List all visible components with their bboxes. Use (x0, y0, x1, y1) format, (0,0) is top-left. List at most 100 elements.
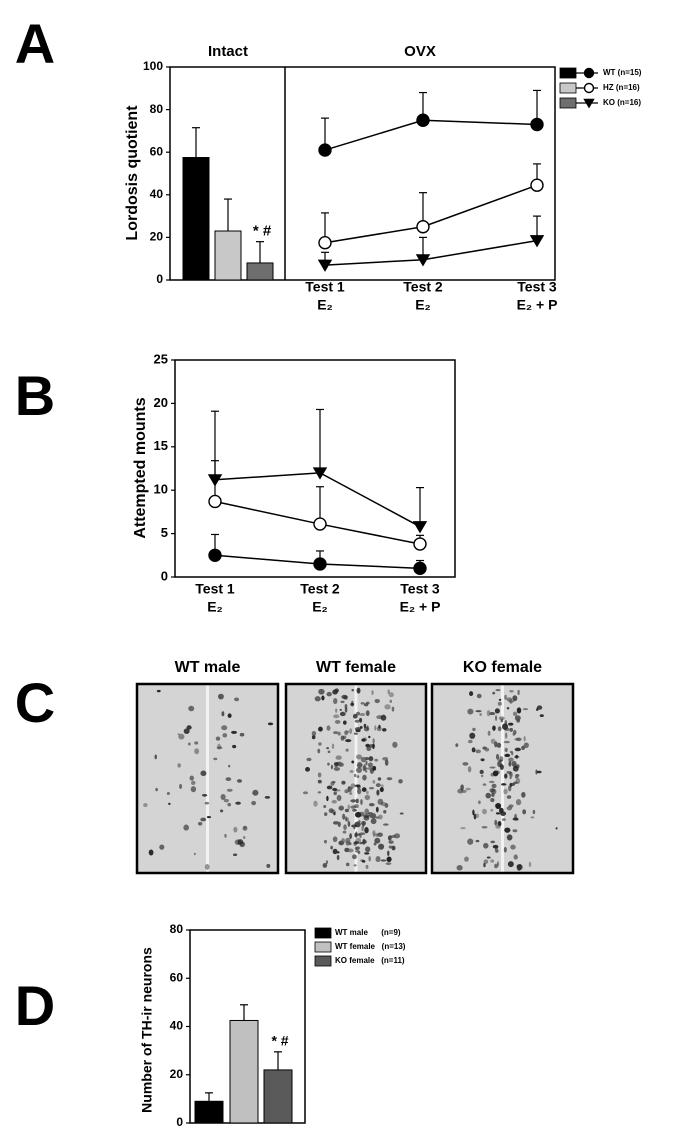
cell (375, 833, 380, 837)
cell (509, 750, 513, 754)
cell (305, 766, 311, 772)
cell (343, 695, 348, 700)
cell (357, 788, 362, 795)
cell (359, 832, 366, 836)
marker (208, 494, 222, 509)
cell (483, 842, 489, 849)
cell (490, 808, 494, 812)
cell (360, 798, 363, 805)
cell (365, 760, 368, 766)
cell (347, 848, 354, 853)
cell (326, 691, 332, 697)
y-tick-label: 10 (154, 482, 168, 497)
y-tick-label: 15 (154, 438, 168, 453)
cell (494, 708, 500, 714)
x-tick-label: Test 2 (300, 581, 340, 597)
cell (347, 821, 351, 827)
cell (490, 840, 496, 844)
cell (352, 713, 358, 719)
cell (515, 754, 519, 759)
cell (387, 689, 390, 695)
cell (317, 779, 322, 784)
cell (376, 789, 380, 796)
cell (387, 850, 390, 856)
y-tick-label: 20 (154, 395, 168, 410)
cell (220, 809, 224, 813)
cell (512, 829, 518, 833)
cell (232, 853, 238, 857)
cell (364, 827, 369, 834)
cell (332, 836, 338, 843)
cell (318, 726, 323, 732)
cell (475, 710, 482, 713)
cell (333, 791, 337, 796)
cell (318, 742, 322, 746)
cell (536, 705, 543, 710)
cell (353, 732, 358, 735)
cell (376, 726, 382, 732)
legend-label: KO female (n=11) (335, 956, 405, 965)
y-tick-label: 0 (161, 568, 168, 583)
cell (378, 843, 385, 850)
cell (374, 837, 381, 844)
marker (318, 236, 332, 250)
cell (368, 803, 375, 807)
cell (155, 787, 158, 792)
cell (512, 817, 519, 821)
x-tick-label: Test 2 (403, 279, 443, 295)
cell (204, 864, 210, 870)
cell (372, 738, 375, 744)
cell (345, 862, 350, 867)
cell (333, 698, 338, 705)
cell (364, 852, 370, 855)
cell (340, 735, 345, 741)
cell (513, 729, 517, 735)
cell (499, 764, 504, 770)
panel-title: Intact (208, 43, 248, 60)
cell (365, 864, 369, 869)
cell (355, 754, 362, 760)
cell (501, 818, 506, 821)
cell (508, 761, 512, 767)
cell (388, 692, 394, 698)
cell (363, 763, 366, 770)
cell (351, 688, 355, 692)
marker (312, 467, 328, 480)
cell (194, 748, 200, 755)
cell (350, 702, 355, 706)
legend-swatch (314, 955, 332, 967)
cell (380, 859, 387, 862)
legend-label: WT female (n=13) (335, 942, 406, 951)
y-tick-label: 60 (170, 970, 184, 984)
cell (398, 779, 403, 784)
cell (386, 856, 392, 863)
cell (467, 838, 474, 845)
cell (225, 777, 232, 782)
cell (489, 766, 496, 769)
cell (499, 756, 504, 762)
cell (237, 839, 244, 845)
cell (514, 738, 521, 741)
cell (367, 812, 373, 815)
cell (322, 863, 328, 868)
cell (356, 711, 361, 716)
image-title: WT male (175, 659, 241, 676)
cell (306, 757, 312, 762)
cell (492, 844, 499, 849)
legend-swatch (559, 67, 577, 79)
cell (368, 735, 371, 739)
cell (324, 812, 328, 817)
cell (374, 698, 380, 704)
cell (352, 808, 357, 812)
cell (393, 833, 401, 839)
cell (183, 728, 190, 735)
cell (492, 770, 499, 777)
cell (303, 791, 308, 795)
cell (386, 777, 393, 781)
cell (480, 774, 484, 778)
cell (336, 851, 340, 854)
y-axis-label: Lordosis quotient (124, 105, 141, 241)
cell (368, 856, 371, 862)
cell (507, 861, 514, 868)
